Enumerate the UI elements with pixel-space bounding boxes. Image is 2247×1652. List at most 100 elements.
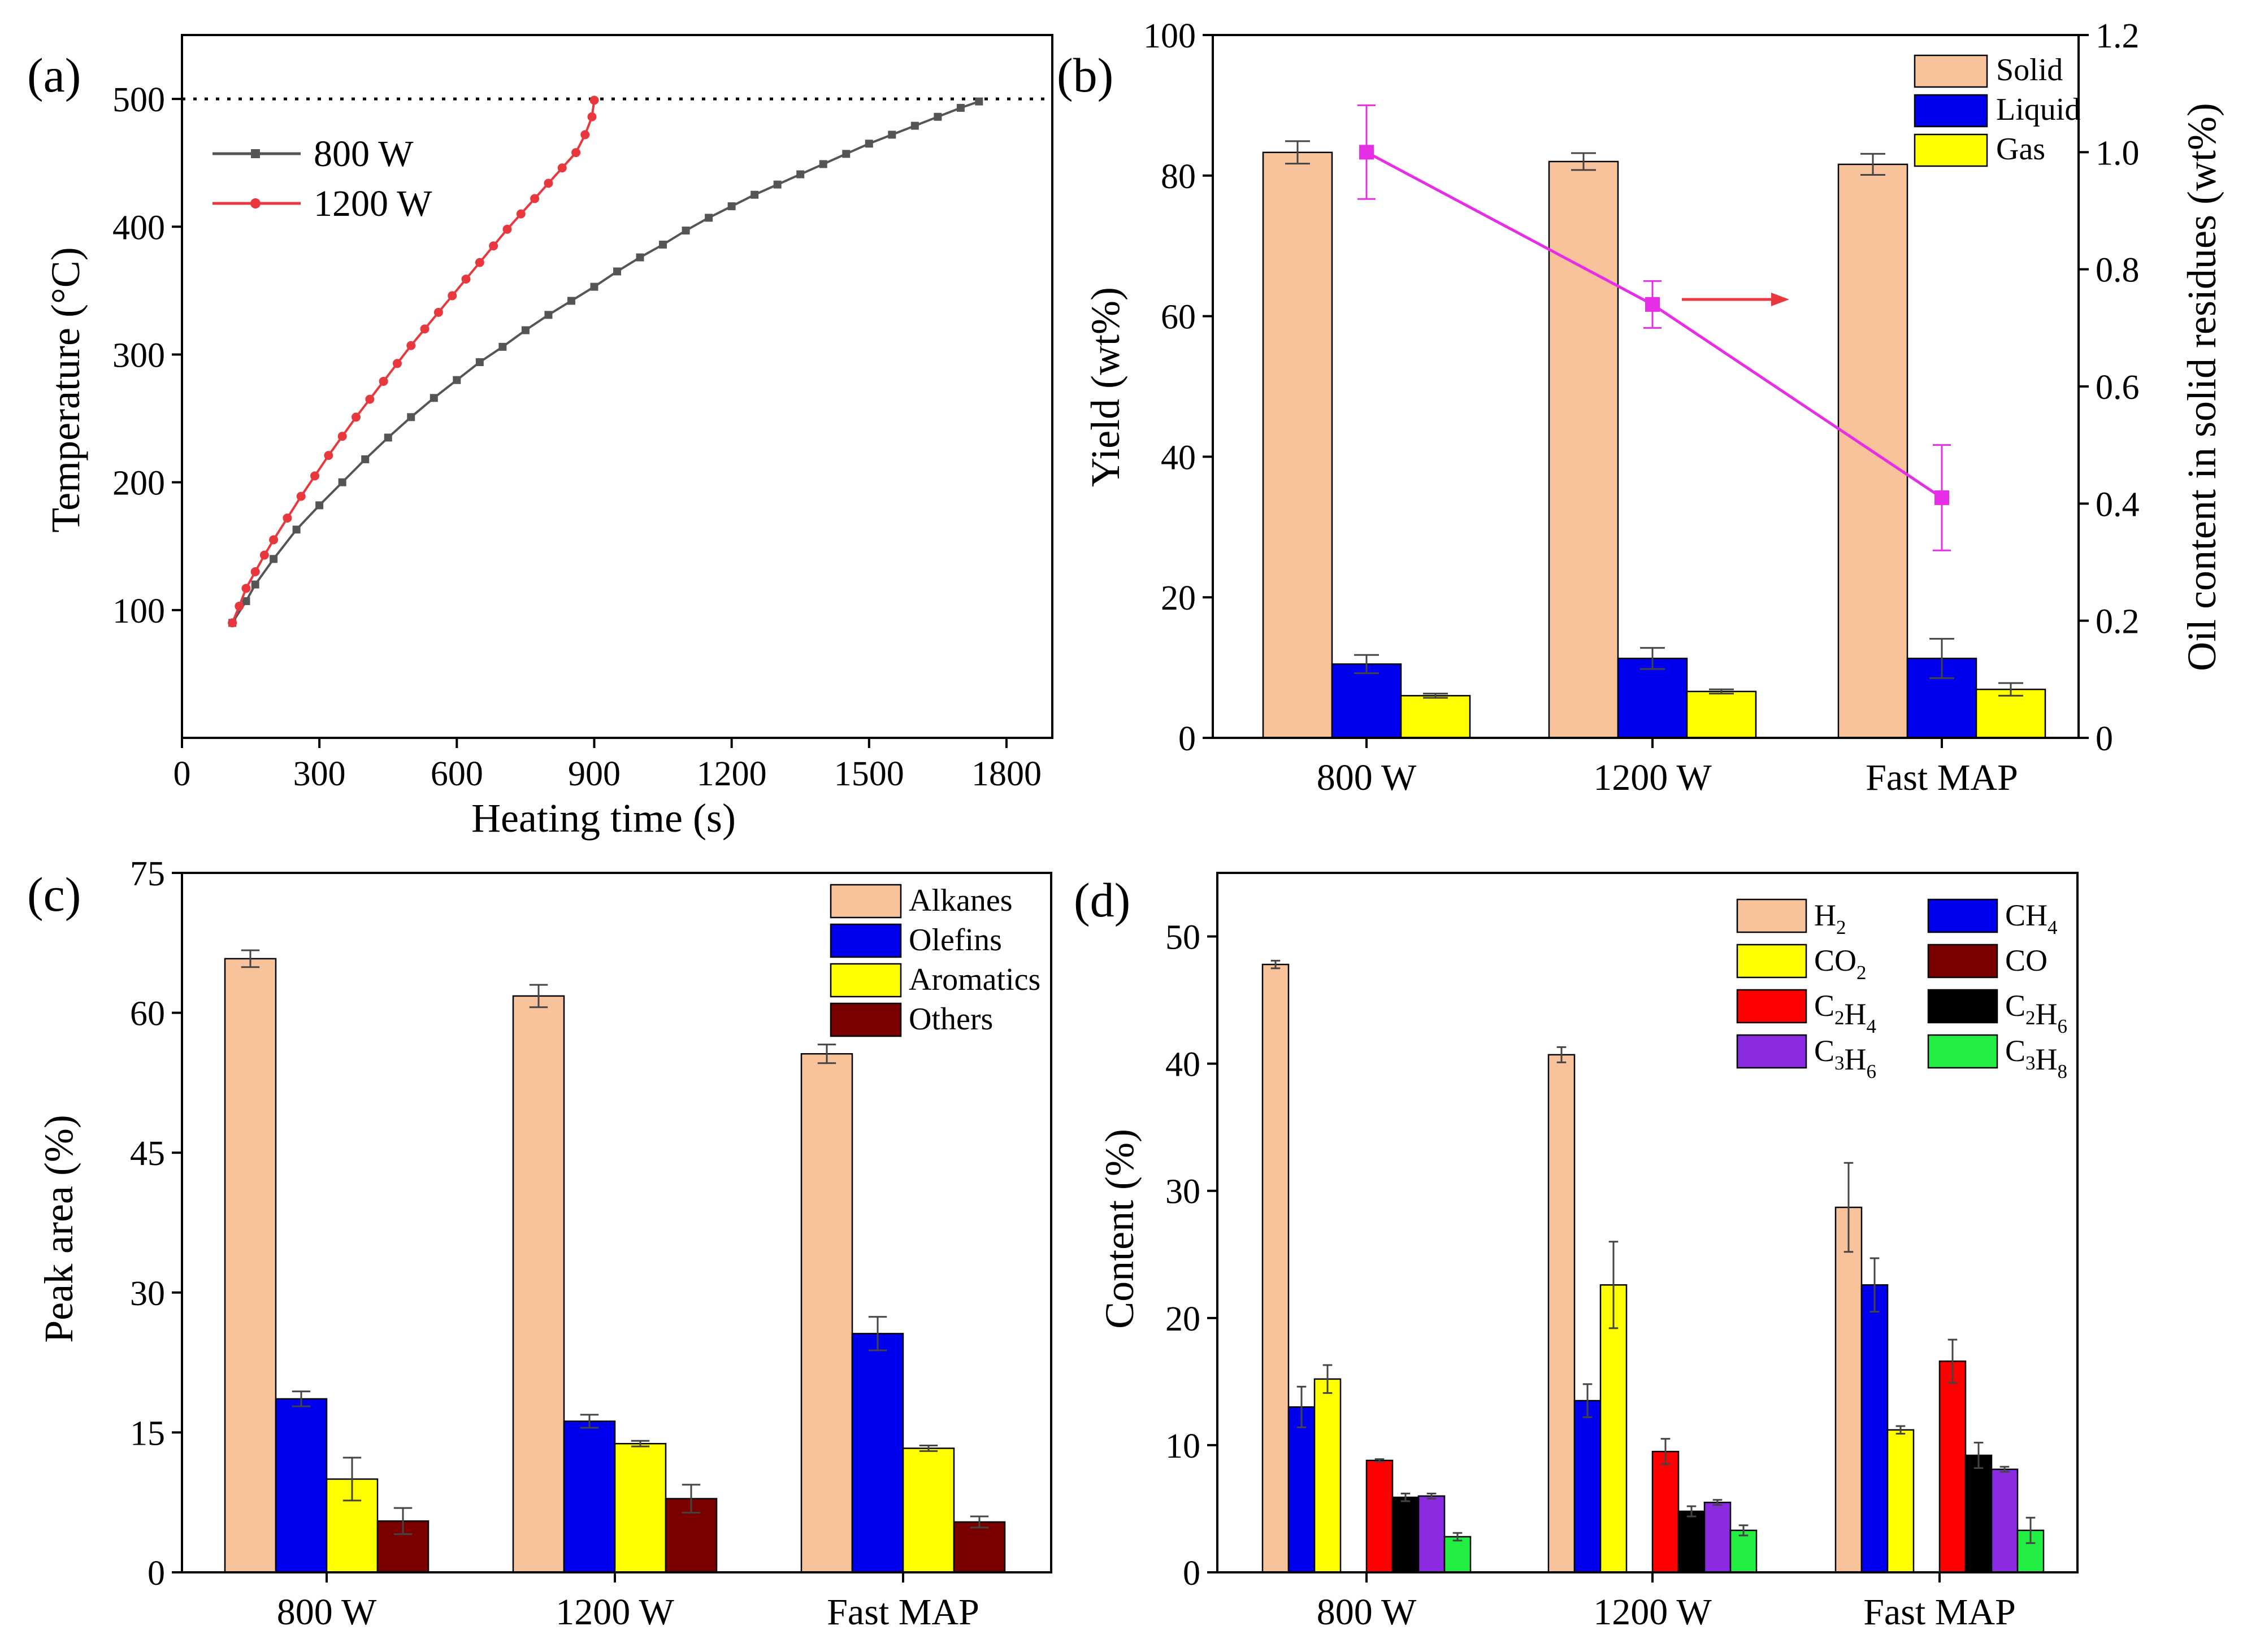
chart-1-bar	[1400, 695, 1471, 739]
chart-1-xtick-label: 1200 W	[1593, 757, 1712, 798]
chart-1-y2tick-label: 1.0	[2096, 134, 2140, 172]
chart-a-point	[228, 618, 237, 628]
chart-3-ytick-label: 10	[1165, 1427, 1200, 1466]
chart-a-point	[819, 160, 827, 168]
chart-d-legend-swatch	[1927, 944, 1998, 979]
chart-a-point	[516, 209, 526, 219]
chart-a-point	[448, 291, 457, 301]
chart-a-xtick-label: 1800	[971, 755, 1042, 793]
chart-a-xtick-label: 1200	[697, 755, 767, 793]
chart-2-bar	[512, 995, 565, 1573]
chart-2-bar	[800, 1053, 853, 1573]
chart-a-xtick-label: 1500	[834, 755, 904, 793]
chart-0-ytick-label: 500	[112, 81, 165, 119]
chart-c-legend-label: Others	[909, 1002, 993, 1037]
chart-a-point	[613, 267, 621, 276]
chart-3-bar	[1365, 1459, 1394, 1573]
chart-a-xtick-label: 300	[293, 755, 346, 793]
chart-a-point	[269, 535, 279, 545]
chart-3-bar	[1729, 1529, 1758, 1573]
chart-3-bar	[1391, 1496, 1420, 1573]
chart-1-y2tick-label: 1.2	[2096, 17, 2140, 55]
chart-a-point	[682, 227, 690, 235]
chart-0-ytick-label: 300	[112, 336, 165, 375]
chart-3-xtick-label: Fast MAP	[1863, 1592, 2016, 1633]
chart-a-point	[489, 241, 498, 251]
chart-a-point	[420, 324, 430, 334]
chart-a-point	[888, 131, 896, 139]
chart-b-legend-swatch	[1914, 54, 1988, 88]
chart-3-bar	[1886, 1429, 1915, 1573]
chart-b-ylabel: Yield (wt%)	[1083, 287, 1128, 487]
chart-a-point	[796, 170, 805, 179]
chart-a-xtick-label: 0	[173, 755, 191, 793]
chart-d-legend-swatch	[1736, 898, 1807, 933]
chart-1-bar	[1686, 690, 1757, 739]
chart-a-point	[498, 342, 507, 351]
chart-2-ytick-label: 60	[130, 995, 165, 1033]
chart-3-ytick-label: 50	[1165, 919, 1200, 957]
chart-a-legend-label: 1200 W	[314, 183, 432, 224]
chart-d-legend-swatch	[1927, 1034, 1998, 1069]
chart-b-frame	[1212, 34, 2080, 739]
chart-b-legend-label: Gas	[1996, 132, 2045, 167]
chart-2-bar	[224, 958, 277, 1573]
chart-2-bar	[563, 1420, 616, 1573]
chart-c-ylabel: Peak area (%)	[36, 1115, 81, 1343]
chart-a-point	[580, 130, 590, 140]
chart-1-bar	[1262, 151, 1333, 739]
chart-3-bar	[1599, 1284, 1628, 1573]
chart-a-point	[433, 307, 443, 317]
chart-a-legend-marker	[250, 198, 261, 208]
chart-a-point	[259, 550, 269, 560]
chart-a-point	[235, 602, 244, 611]
chart-a-point	[392, 359, 402, 368]
chart-a-point	[475, 258, 484, 267]
chart-c-legend-label: Olefins	[909, 923, 1002, 958]
chart-3-bar	[1651, 1450, 1680, 1573]
chart-a-point	[934, 112, 942, 121]
chart-2-xtick-label: 1200 W	[556, 1592, 674, 1633]
chart-1-ytick-label: 60	[1161, 298, 1196, 337]
chart-a-point	[475, 358, 484, 367]
chart-3-bar	[1834, 1206, 1863, 1573]
chart-2-bar	[953, 1521, 1006, 1573]
chart-b-legend-label: Liquid	[1996, 92, 2080, 127]
chart-d-legend-swatch	[1927, 989, 1998, 1024]
chart-d-legend-label: CO2	[1814, 944, 1867, 984]
chart-a-point	[241, 584, 251, 593]
chart-1-y2tick-label: 0	[2096, 720, 2113, 758]
chart-2-bar	[614, 1442, 667, 1573]
chart-1-y2tick-label: 0.4	[2096, 485, 2140, 524]
chart-a-point	[659, 240, 667, 249]
chart-3-xtick-label: 800 W	[1317, 1592, 1417, 1633]
chart-b-legend-swatch	[1914, 94, 1988, 128]
chart-3-bar	[1703, 1501, 1732, 1573]
chart-d-legend-label: C2H4	[1814, 989, 1876, 1037]
chart-a-point	[283, 513, 292, 523]
chart-1-y2tick-label: 0.8	[2096, 251, 2140, 290]
chart-d-legend-label: C3H6	[1814, 1034, 1876, 1083]
chart-2-bar	[275, 1398, 328, 1573]
chart-a-point	[430, 394, 438, 402]
chart-a-point	[589, 95, 599, 105]
chart-3-bar	[1677, 1510, 1706, 1573]
chart-2-ytick-label: 15	[130, 1414, 165, 1453]
chart-b-oil-point	[1359, 145, 1374, 160]
chart-d-legend-label: CO	[2005, 944, 2048, 977]
chart-b-legend-swatch	[1914, 133, 1988, 167]
chart-3-bar	[1443, 1536, 1472, 1573]
chart-a-point	[315, 501, 324, 510]
chart-a-point	[384, 433, 392, 442]
chart-a-point	[773, 180, 782, 189]
chart-d-legend-swatch	[1736, 944, 1807, 979]
chart-b-arrow-head	[1771, 293, 1789, 306]
chart-3-bar	[1860, 1284, 1889, 1573]
chart-a-point	[379, 376, 388, 386]
chart-d-legend-swatch	[1736, 989, 1807, 1024]
chart-a-point	[292, 525, 301, 534]
chart-a-point	[590, 282, 598, 291]
chart-d-frame	[1216, 872, 2079, 1573]
panel-b-label: (b)	[1057, 48, 1113, 102]
